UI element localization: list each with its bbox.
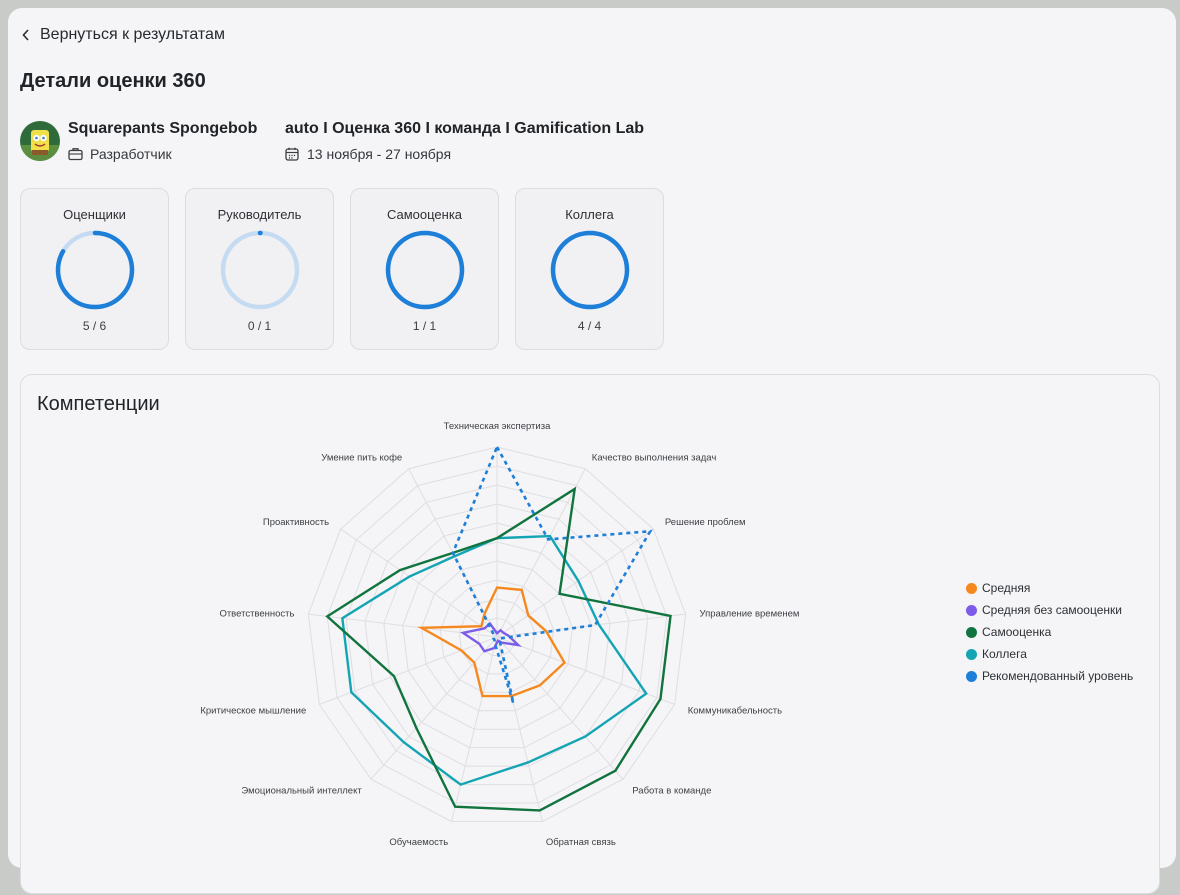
- stat-card-value: 1 / 1: [412, 319, 437, 333]
- stat-card-value: 4 / 4: [577, 319, 602, 333]
- radar-axis-label: Обратная связь: [546, 837, 616, 848]
- radar-series-line: [451, 444, 653, 704]
- stat-card-colleague: Коллега 4 / 4: [515, 188, 664, 350]
- legend-item[interactable]: Средняя без самооценки: [966, 602, 1133, 618]
- legend-label: Самооценка: [982, 625, 1052, 639]
- legend-label: Рекомендованный уровень: [982, 669, 1134, 683]
- radar-axis-line: [496, 528, 654, 638]
- radar-axis-label: Качество выполнения задач: [592, 452, 717, 463]
- radar-grid-ring: [307, 446, 687, 822]
- chart-legend: Средняя Средняя без самооценки Самооценк…: [966, 580, 1133, 684]
- campaign-dates: 13 ноября - 27 ноября: [285, 146, 451, 162]
- radar-grid-ring: [364, 503, 630, 767]
- radar-axis-label: Техническая экспертиза: [444, 421, 551, 432]
- briefcase-icon: [68, 148, 83, 161]
- page-container: Вернуться к результатам Детали оценки 36…: [8, 8, 1176, 894]
- radar-axis-label: Коммуникабельность: [688, 705, 782, 716]
- radar-axis-label: Решение проблем: [665, 517, 746, 528]
- radar-grid-ring: [345, 484, 649, 786]
- legend-dot: [966, 670, 977, 682]
- legend-label: Средняя: [982, 581, 1031, 595]
- radar-axis-line: [496, 636, 624, 780]
- legend-dot: [966, 582, 977, 594]
- radar-axis-label: Работа в команде: [632, 786, 711, 797]
- legend-item[interactable]: Коллега: [966, 646, 1133, 662]
- person-role-label: Разработчик: [90, 146, 172, 162]
- back-to-results-link[interactable]: Вернуться к результатам: [22, 24, 225, 46]
- radar-axis-label: Обучаемость: [389, 837, 448, 848]
- legend-label: Коллега: [982, 647, 1027, 661]
- radar-chart: Техническая экспертиза Качество выполнени…: [200, 421, 800, 848]
- radar-grid-ring: [383, 522, 611, 749]
- page-title: Детали оценки 360: [20, 70, 206, 92]
- back-link-label: Вернуться к результатам: [40, 26, 225, 43]
- radar-axis-label: Умение пить кофе: [321, 452, 402, 463]
- radar-series-line: [341, 534, 648, 786]
- radar-axis-label: Ответственность: [219, 608, 294, 619]
- campaign-dates-label: 13 ноября - 27 ноября: [307, 146, 452, 162]
- stat-card-label: Руководитель: [217, 207, 302, 222]
- radar-axis-line: [496, 636, 675, 705]
- radar-axis-line: [340, 528, 498, 638]
- radar-axis-line: [496, 468, 586, 638]
- progress-ring: [550, 230, 630, 310]
- radar-grid-ring: [421, 560, 573, 712]
- legend-dot: [966, 648, 977, 660]
- stat-card-value: 5 / 6: [82, 319, 107, 333]
- legend-item[interactable]: Самооценка: [966, 624, 1133, 640]
- campaign-name: auto I Оценка 360 I команда I Gamificati…: [285, 120, 645, 137]
- radar-series-line: [460, 621, 522, 653]
- progress-ring: [385, 230, 465, 310]
- person-name: Squarepants Spongebob: [68, 120, 258, 137]
- radar-axis-line: [319, 636, 498, 705]
- radar-axis-label: Управление временем: [700, 608, 800, 619]
- competencies-card: Компетенции Техническая экспертиза Качест…: [20, 374, 1160, 894]
- calendar-icon: [285, 147, 299, 161]
- radar-grid-ring: [439, 579, 555, 693]
- stat-card-self: Самооценка 1 / 1: [350, 188, 499, 350]
- stat-card-value: 0 / 1: [247, 319, 272, 333]
- radar-axis-label: Эмоциональный интеллект: [241, 786, 362, 797]
- competencies-title: Компетенции: [37, 393, 160, 415]
- legend-item[interactable]: Рекомендованный уровень: [966, 668, 1133, 684]
- stat-card-label: Самооценка: [386, 207, 463, 222]
- chevron-left-icon: [22, 29, 29, 41]
- radar-series-line: [325, 486, 672, 812]
- radar-axis-label: Проактивность: [263, 517, 329, 528]
- stat-card-raters: Оценщики 5 / 6: [20, 188, 169, 350]
- avatar: [20, 121, 60, 161]
- radar-grid-ring: [477, 617, 517, 656]
- person-role: Разработчик: [68, 146, 172, 162]
- radar-axis-label: Критическое мышление: [200, 705, 306, 716]
- radar-axis-line: [370, 636, 498, 780]
- radar-grid-ring: [402, 541, 592, 730]
- stat-card-label: Коллега: [565, 207, 614, 222]
- radar-series-line: [417, 586, 567, 698]
- stat-card-manager: Руководитель 0 / 1: [185, 188, 334, 350]
- legend-dot: [966, 626, 977, 638]
- progress-ring: [220, 230, 300, 310]
- progress-ring: [55, 230, 135, 310]
- radar-axis-line: [451, 636, 498, 822]
- legend-dot: [966, 604, 977, 616]
- stat-card-label: Оценщики: [63, 207, 126, 222]
- radar-grid-ring: [458, 598, 536, 675]
- radar-grid-ring: [326, 465, 668, 804]
- legend-label: Средняя без самооценки: [982, 603, 1122, 617]
- legend-item[interactable]: Средняя: [966, 580, 1133, 596]
